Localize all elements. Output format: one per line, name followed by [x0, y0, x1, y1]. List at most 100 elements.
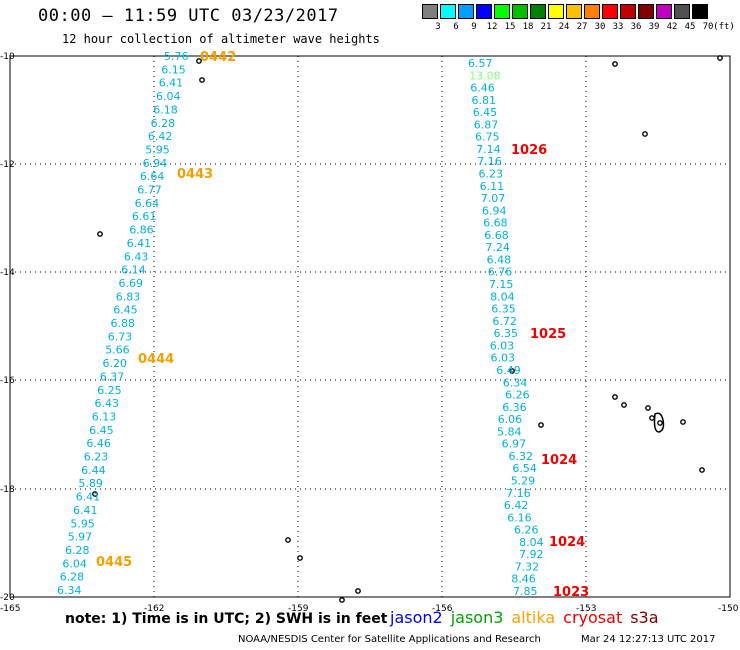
wave-height-value: 7.92	[519, 548, 544, 561]
island-outline	[612, 61, 618, 67]
lon-label: -162	[144, 604, 164, 614]
scale-label: 42	[666, 22, 678, 32]
wave-height-value: 5.89	[78, 477, 103, 490]
scale-swatch	[422, 4, 438, 19]
wave-height-value: 6.75	[475, 131, 500, 144]
island-outline	[97, 231, 103, 237]
scale-label: 70	[702, 22, 714, 32]
scale-swatch	[566, 4, 582, 19]
wave-height-value: 6.41	[127, 237, 152, 250]
wave-height-value: 7.15	[489, 278, 514, 291]
scale-label: 6	[453, 22, 459, 32]
wave-height-value: 5.95	[145, 143, 170, 156]
wave-height-value: 6.64	[140, 170, 165, 183]
wave-height-value: 6.06	[498, 413, 523, 426]
wave-height-value: 5.95	[70, 517, 95, 530]
lat-label: -16	[0, 376, 15, 386]
wave-height-value: 6.42	[148, 130, 173, 143]
wave-height-value: 7.14	[476, 143, 501, 156]
wave-height-value: 6.35	[491, 303, 516, 316]
wave-height-value: 7.07	[481, 192, 506, 205]
island-outline	[196, 58, 202, 64]
scale-label: 33	[612, 22, 624, 32]
wave-height-value: 6.43	[95, 397, 120, 410]
wave-height-value: 6.04	[156, 90, 181, 103]
wave-height-value: 6.54	[512, 462, 537, 475]
island-outline	[285, 537, 291, 543]
footer-credit: NOAA/NESDIS Center for Satellite Applica…	[238, 634, 541, 645]
wave-height-value: 7.16	[477, 155, 502, 168]
wave-height-value: 6.18	[153, 103, 178, 116]
scale-swatch	[512, 4, 528, 19]
island-outline	[339, 597, 345, 603]
scale-label: 15	[504, 22, 516, 32]
lat-label: -18	[0, 485, 15, 495]
wave-height-value: 5.97	[68, 531, 93, 544]
legend-entry-altika: altika	[511, 608, 556, 627]
scale-swatch	[476, 4, 492, 19]
track-east: 6.5713.086.466.816.456.876.757.147.166.2…	[468, 57, 589, 600]
wave-height-value: 6.16	[507, 511, 532, 524]
scale-label: 36	[630, 22, 642, 32]
wave-height-value: 6.86	[129, 224, 154, 237]
wave-height-value: 6.77	[137, 184, 162, 197]
island-outline	[538, 422, 544, 428]
scale-swatch	[674, 4, 690, 19]
wave-height-value: 6.13	[92, 411, 117, 424]
wave-height-value: 6.43	[124, 250, 148, 263]
scale-label: 21	[540, 22, 552, 32]
wave-height-value: 6.68	[483, 217, 508, 230]
wave-height-value: 6.25	[97, 384, 122, 397]
scale-swatch	[548, 4, 564, 19]
wave-height-value: 7.24	[485, 241, 510, 254]
island-outline	[612, 394, 618, 400]
track-time-label: 1026	[511, 143, 547, 158]
footer-note: note: 1) Time is in UTC; 2) SWH is in fe…	[65, 611, 388, 627]
track-time-label: 0445	[96, 555, 132, 570]
wave-height-value: 6.28	[65, 544, 90, 557]
scale-label: 27	[576, 22, 588, 32]
wave-height-value: 6.87	[474, 118, 499, 131]
wave-height-value: 6.45	[89, 424, 114, 437]
scale-swatch	[440, 4, 456, 19]
lat-label: -12	[0, 160, 15, 170]
legend-entry-cryosat: cryosat	[563, 608, 623, 627]
axis-labels: -10 -12 -14 -16 -18 -20-165 -162 -159 -156 -153 -1…	[0, 52, 739, 614]
wave-height-value: 5.66	[105, 344, 130, 357]
wave-height-value: 6.28	[60, 571, 84, 584]
legend-entry-jason3: jason3	[450, 608, 504, 627]
wave-height-value: 6.72	[492, 315, 517, 328]
wave-height-value: 5.76	[164, 50, 189, 63]
wave-height-value: 6.26	[514, 524, 539, 537]
track-west: 5.766.156.416.046.186.286.425.956.946.64…	[57, 50, 236, 597]
island-outline	[649, 415, 655, 421]
map-subtitle: 12 hour collection of altimeter wave hei…	[62, 32, 380, 46]
track-time-label: 1024	[541, 453, 577, 468]
scale-swatch	[458, 4, 474, 19]
wave-height-value: 6.83	[116, 290, 141, 303]
island-outlines	[92, 55, 723, 603]
lat-label: -20	[0, 593, 15, 603]
wave-height-value: 6.23	[479, 168, 504, 181]
island-outline	[92, 491, 98, 497]
island-outline	[680, 419, 686, 425]
wave-height-value: 6.32	[509, 450, 534, 463]
wave-height-value: 8.46	[511, 573, 536, 586]
island-outline	[657, 420, 663, 426]
scale-label: 30	[594, 22, 606, 32]
wave-height-value: 6.28	[151, 117, 176, 130]
island-outline	[199, 77, 205, 83]
wave-height-value: 6.44	[81, 464, 106, 477]
wave-height-value: 6.23	[84, 451, 109, 464]
scale-swatch	[584, 4, 600, 19]
wave-height-value: 6.76	[488, 266, 513, 279]
wave-height-value: 6.57	[468, 57, 493, 70]
wave-height-value: 8.04	[519, 536, 544, 549]
legend-entry-jason2: jason2	[390, 608, 443, 627]
wave-height-value: 6.14	[121, 264, 146, 277]
lat-label: -14	[0, 268, 15, 278]
wave-height-value: 6.94	[143, 157, 168, 170]
wave-height-value: 6.03	[491, 352, 516, 365]
wave-height-value: 6.49	[496, 364, 521, 377]
